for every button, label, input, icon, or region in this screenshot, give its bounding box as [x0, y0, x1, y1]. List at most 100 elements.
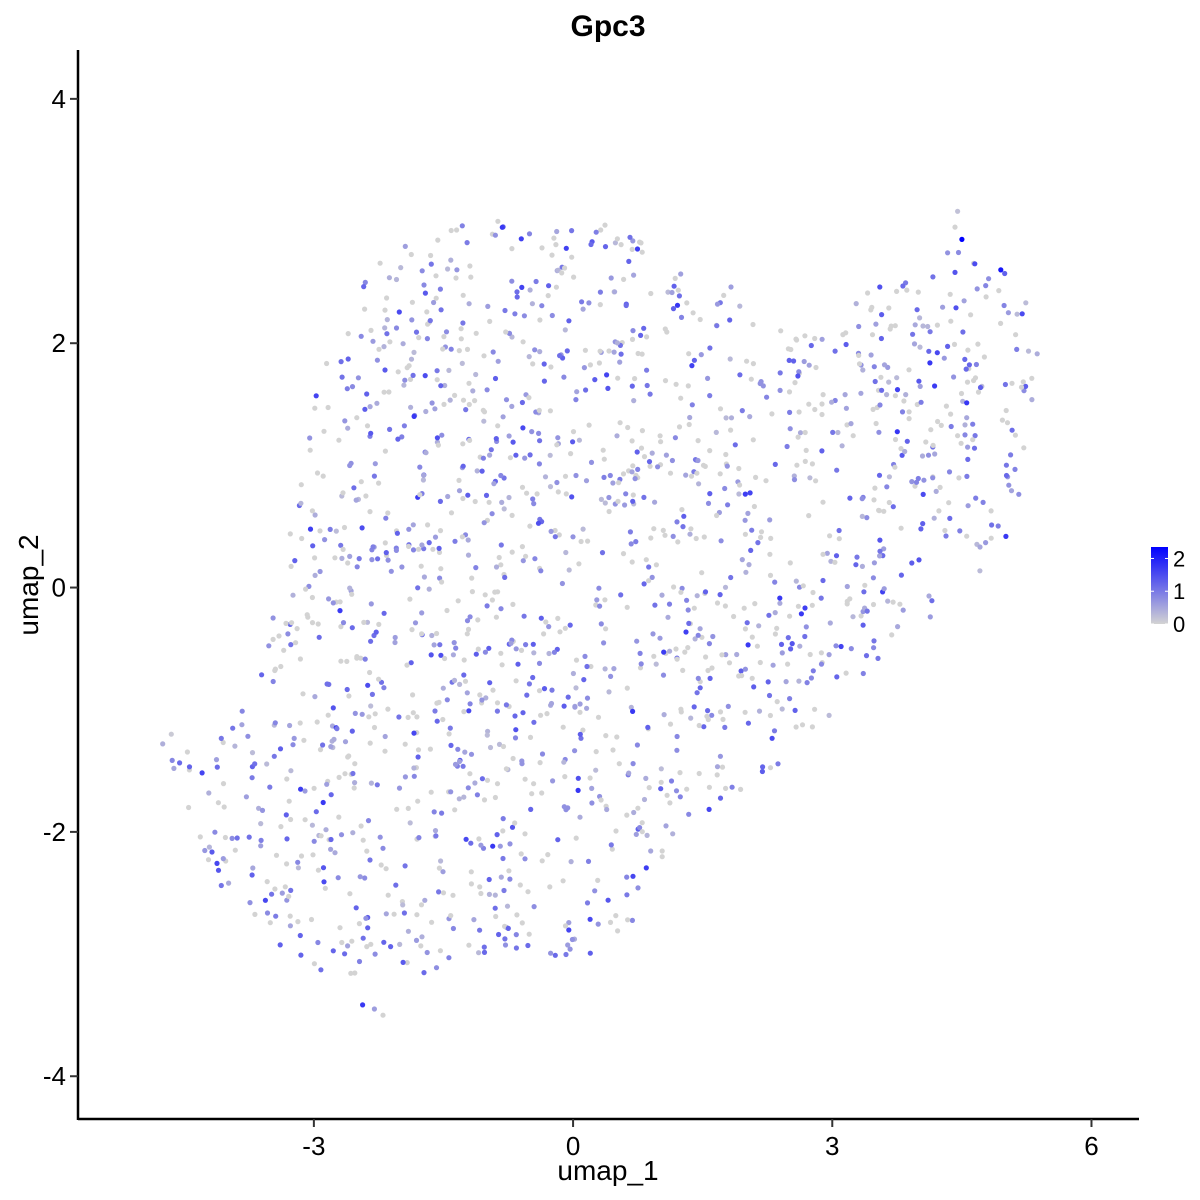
- scatter-point: [533, 278, 539, 285]
- scatter-point: [354, 564, 360, 570]
- scatter-point: [538, 615, 544, 621]
- scatter-point: [297, 932, 303, 939]
- scatter-point: [797, 643, 803, 649]
- scatter-point: [720, 716, 726, 723]
- scatter-point: [913, 479, 920, 485]
- scatter-point: [631, 809, 637, 816]
- scatter-point: [345, 425, 351, 431]
- scatter-point: [186, 764, 193, 770]
- scatter-point: [624, 685, 630, 691]
- scatter-point: [696, 481, 702, 487]
- scatter-point: [886, 499, 892, 506]
- scatter-point: [723, 785, 729, 792]
- scatter-point: [462, 678, 469, 684]
- scatter-point: [499, 662, 505, 668]
- scatter-point: [617, 359, 623, 365]
- scatter-point: [272, 666, 278, 672]
- scatter-point: [347, 585, 353, 591]
- scatter-point: [562, 265, 568, 271]
- scatter-point: [787, 409, 793, 415]
- scatter-point: [464, 631, 470, 637]
- scatter-point: [900, 607, 906, 613]
- scatter-point: [719, 764, 726, 770]
- scatter-point: [678, 271, 684, 277]
- scatter-point: [835, 429, 841, 436]
- scatter-point: [492, 905, 498, 911]
- scatter-point: [214, 860, 220, 867]
- scatter-point: [561, 804, 567, 810]
- scatter-point: [562, 473, 569, 479]
- scatter-point: [288, 816, 294, 823]
- scatter-point: [500, 828, 506, 834]
- scatter-point: [523, 553, 529, 559]
- scatter-point: [766, 612, 772, 618]
- scatter-point: [536, 407, 542, 413]
- scatter-point: [428, 652, 434, 658]
- scatter-point: [474, 468, 480, 474]
- scatter-point: [500, 855, 506, 862]
- scatter-point: [677, 794, 683, 800]
- scatter-point: [663, 452, 670, 458]
- scatter-point: [487, 452, 493, 458]
- scatter-point: [577, 701, 583, 707]
- scatter-point: [878, 335, 885, 342]
- scatter-point: [468, 881, 474, 887]
- scatter-point: [362, 306, 368, 312]
- scatter-point: [496, 554, 502, 561]
- scatter-point: [344, 658, 350, 665]
- scatter-point: [971, 445, 978, 451]
- scatter-point: [460, 763, 466, 769]
- scatter-point: [434, 718, 440, 724]
- scatter-point: [722, 603, 729, 609]
- scatter-point: [626, 770, 632, 776]
- scatter-point: [965, 347, 971, 353]
- scatter-point: [549, 687, 555, 693]
- scatter-point: [549, 252, 555, 258]
- scatter-point: [361, 284, 367, 290]
- scatter-point: [658, 766, 664, 772]
- scatter-point: [601, 640, 607, 646]
- scatter-point: [627, 529, 634, 535]
- scatter-point: [674, 656, 680, 662]
- scatter-point: [872, 378, 878, 385]
- scatter-point: [674, 519, 680, 525]
- scatter-point: [570, 429, 577, 435]
- scatter-point: [586, 300, 592, 306]
- scatter-point: [498, 650, 504, 656]
- scatter-point: [362, 875, 368, 881]
- scatter-point: [475, 646, 481, 652]
- scatter-point: [367, 404, 373, 410]
- scatter-point: [758, 529, 765, 535]
- scatter-point: [659, 848, 665, 854]
- scatter-point: [472, 398, 478, 404]
- scatter-point: [405, 714, 411, 721]
- scatter-point: [160, 741, 166, 747]
- scatter-point: [745, 720, 752, 726]
- scatter-point: [707, 345, 713, 351]
- scatter-point: [548, 700, 555, 707]
- scatter-point: [918, 399, 924, 405]
- scatter-point: [713, 429, 719, 435]
- scatter-point: [728, 574, 734, 581]
- scatter-point: [383, 911, 389, 917]
- scatter-point: [714, 600, 721, 606]
- scatter-point: [232, 847, 238, 853]
- scatter-point: [531, 719, 537, 725]
- scatter-point: [647, 391, 653, 397]
- scatter-point: [262, 897, 268, 903]
- scatter-point: [772, 631, 779, 637]
- scatter-point: [649, 574, 655, 581]
- scatter-point: [371, 473, 377, 479]
- scatter-point: [506, 868, 512, 874]
- scatter-point: [931, 515, 937, 521]
- scatter-point: [569, 254, 575, 260]
- scatter-point: [702, 463, 708, 469]
- scatter-point: [923, 439, 929, 445]
- scatter-point: [749, 634, 755, 640]
- scatter-point: [373, 629, 379, 635]
- scatter-point: [290, 592, 296, 598]
- scatter-point: [697, 685, 703, 691]
- x-tick-label: 6: [1084, 1131, 1098, 1161]
- scatter-point: [221, 804, 227, 810]
- scatter-point: [311, 838, 317, 844]
